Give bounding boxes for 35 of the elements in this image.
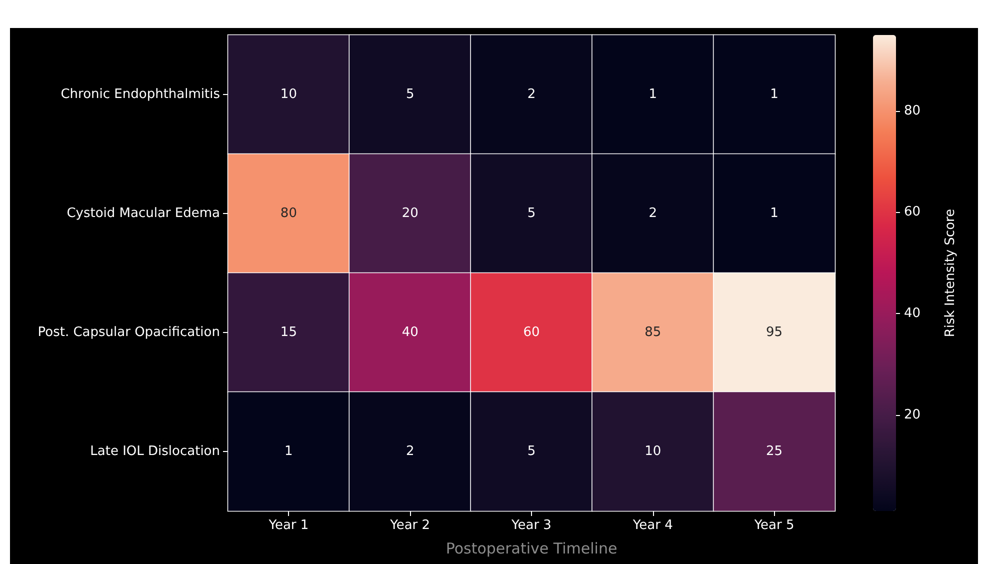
data-label: 5 xyxy=(527,206,536,221)
x-tick-label: Year 3 xyxy=(510,518,552,533)
data-label: 2 xyxy=(527,87,536,102)
color-bar-label: 60 xyxy=(904,204,921,220)
y-tick-label: Chronic Endophthalmitis xyxy=(60,87,220,102)
data-label: 1 xyxy=(284,444,293,459)
data-label: 40 xyxy=(402,325,418,340)
color-bar-label: 80 xyxy=(904,103,921,118)
x-axis-title: Postoperative Timeline xyxy=(446,540,618,558)
data-label: 60 xyxy=(523,325,540,340)
data-label: 2 xyxy=(406,444,414,459)
data-label: 95 xyxy=(766,325,783,340)
data-label: 1 xyxy=(770,206,778,221)
color-bar-title: Risk Intensity Score xyxy=(943,208,958,338)
data-label: 1 xyxy=(770,87,778,102)
y-tick-label: Late IOL Dislocation xyxy=(90,444,220,459)
data-label: 20 xyxy=(402,206,418,221)
color-bar-label: 40 xyxy=(904,306,921,322)
data-label: 5 xyxy=(527,444,536,459)
data-label: 1 xyxy=(648,87,658,102)
data-label: 10 xyxy=(280,87,297,102)
x-tick-label: Year 2 xyxy=(389,518,430,533)
data-label: 5 xyxy=(406,87,414,102)
data-label: 2 xyxy=(648,206,658,221)
x-tick-label: Year 4 xyxy=(632,518,673,533)
y-tick-label: Post. Capsular Opacification xyxy=(38,325,220,340)
y-tick-label: Cystoid Macular Edema xyxy=(66,206,220,221)
data-label: 25 xyxy=(766,444,783,459)
x-tick-label: Year 1 xyxy=(268,518,309,533)
data-label: 15 xyxy=(280,325,297,340)
color-bar-label: 20 xyxy=(904,407,921,422)
data-label: 85 xyxy=(644,325,662,340)
x-tick-label: Year 5 xyxy=(753,518,794,533)
data-label: 10 xyxy=(644,444,662,459)
data-label: 80 xyxy=(280,206,297,221)
